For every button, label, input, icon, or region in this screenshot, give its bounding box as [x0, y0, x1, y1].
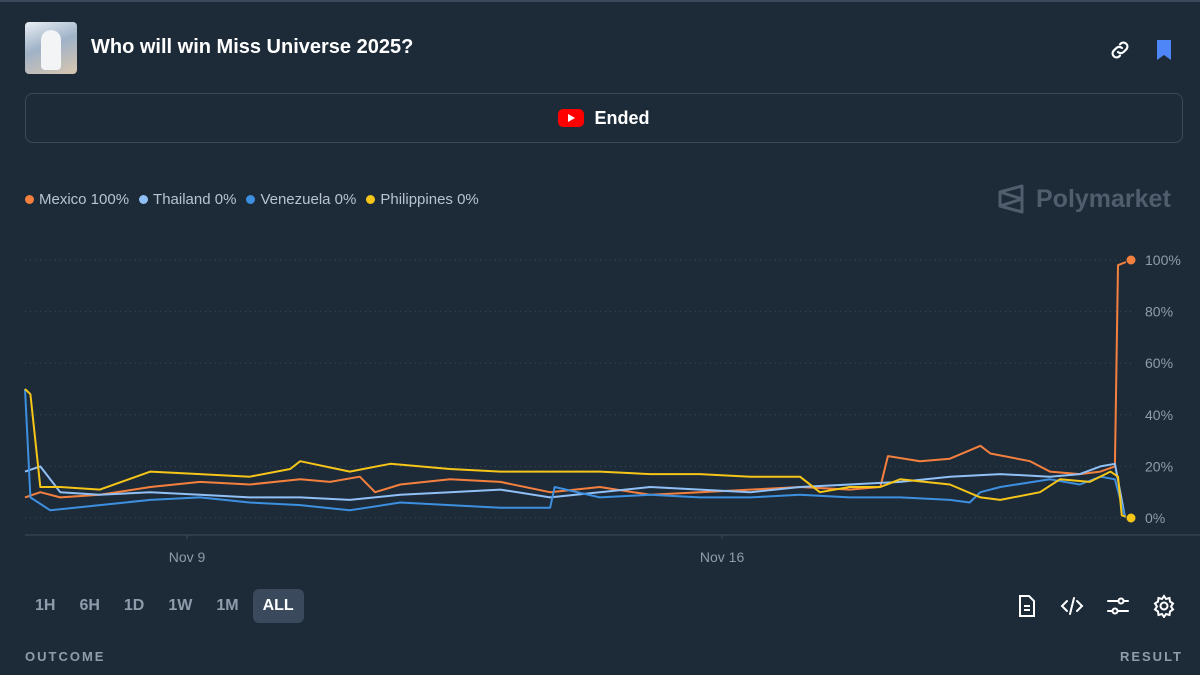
y-tick-label: 0%	[1145, 510, 1165, 526]
legend-item: Venezuela 0%	[246, 191, 356, 208]
outcome-header: OUTCOME	[25, 649, 106, 664]
y-tick-label: 100%	[1145, 252, 1181, 268]
youtube-icon	[558, 109, 585, 127]
x-tick-label: Nov 9	[169, 549, 206, 565]
divider	[0, 0, 1200, 2]
legend-dot	[139, 195, 149, 204]
market-title: Who will win Miss Universe 2025?	[91, 36, 414, 58]
x-tick-label: Nov 16	[700, 549, 745, 565]
range-button[interactable]: 1M	[216, 597, 239, 614]
legend-label: Philippines 0%	[380, 191, 479, 208]
range-selector: 1H 6H 1D 1W 1M ALL	[25, 589, 304, 623]
doc-button[interactable]	[1016, 594, 1038, 618]
legend-item: Philippines 0%	[366, 191, 479, 208]
settings-sliders-button[interactable]	[1106, 594, 1130, 618]
legend-dot	[25, 195, 34, 204]
status-text: Ended	[594, 107, 650, 128]
legend-item: Thailand 0%	[139, 191, 236, 208]
legend-dot	[366, 195, 376, 204]
legend-label: Venezuela 0%	[260, 191, 357, 208]
chart-tools	[1016, 594, 1176, 618]
series-line	[24, 388, 1132, 519]
series-line	[24, 462, 1132, 519]
end-dot	[1125, 512, 1137, 524]
y-tick-label: 20%	[1145, 458, 1173, 474]
chart: 0% 20% 40% 60% 80% 100% Nov 9 Nov 16	[24, 252, 1200, 565]
legend-label: Thailand 0%	[153, 191, 237, 208]
legend-dot	[246, 195, 256, 204]
y-tick-label: 40%	[1145, 407, 1173, 423]
brand-name: Polymarket	[1036, 184, 1171, 213]
range-button[interactable]: 1W	[168, 597, 193, 614]
brand-logo	[998, 184, 1024, 214]
end-dot	[1125, 254, 1137, 266]
range-button[interactable]: 6H	[79, 597, 100, 614]
market-image	[25, 22, 77, 74]
y-tick-label: 80%	[1145, 304, 1173, 320]
range-button[interactable]: 1H	[35, 597, 56, 614]
bookmark-button[interactable]	[1154, 38, 1174, 62]
legend: Mexico 100% Thailand 0% Venezuela 0% Philip…	[25, 191, 479, 208]
range-button[interactable]: ALL	[252, 589, 304, 623]
watermark: Polymarket	[996, 184, 1171, 214]
link-button[interactable]	[1108, 38, 1132, 62]
range-button[interactable]: 1D	[123, 597, 145, 614]
series-line	[24, 259, 1132, 499]
legend-item: Mexico 100%	[25, 191, 129, 208]
status-banner[interactable]: Ended	[25, 93, 1183, 143]
result-header: RESULT	[1119, 649, 1183, 664]
embed-button[interactable]	[1060, 594, 1084, 618]
y-tick-label: 60%	[1145, 355, 1173, 371]
legend-label: Mexico 100%	[39, 191, 130, 208]
series-line	[24, 388, 1132, 519]
gear-button[interactable]	[1152, 594, 1176, 618]
